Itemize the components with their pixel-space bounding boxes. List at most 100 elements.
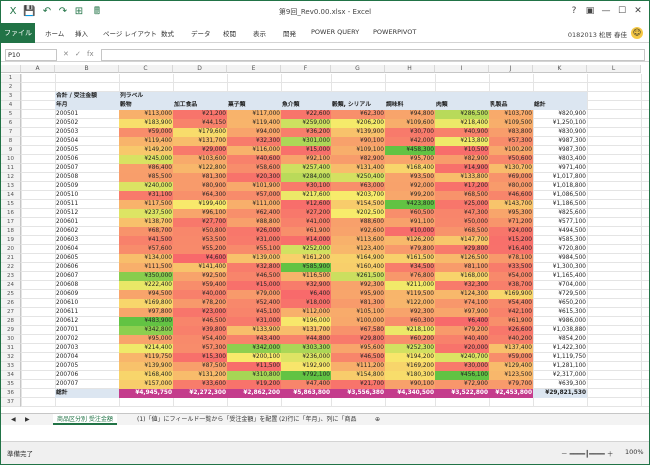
pivot-row-total[interactable]: ¥1,250,100 [552,120,586,126]
cancel-icon[interactable]: ✕ [63,50,69,58]
pivot-value-cell[interactable]: ¥240,700 [435,353,489,362]
pivot-row-label[interactable]: 200504 [56,138,79,144]
pivot-value-cell[interactable]: ¥303,300 [281,344,331,353]
pivot-grand-total[interactable]: ¥2,862,200 [227,389,281,398]
pivot-value-cell[interactable]: ¥81,300 [173,173,227,182]
pivot-value-cell[interactable]: ¥26,600 [489,326,533,335]
pivot-value-cell[interactable]: ¥60,500 [385,209,435,218]
pivot-value-cell[interactable]: ¥250,400 [331,173,385,182]
tab-file[interactable]: ファイル [1,23,35,43]
pivot-value-cell[interactable]: ¥214,400 [119,344,173,353]
pivot-row-label[interactable]: 200606 [56,264,79,270]
select-all-corner[interactable] [1,65,21,73]
pivot-value-cell[interactable]: ¥206,200 [331,119,385,128]
pivot-value-cell[interactable]: ¥62,400 [227,209,281,218]
fx-icon[interactable]: fx [87,50,94,58]
pivot-grand-total[interactable]: ¥5,863,800 [281,389,331,398]
pivot-column-header[interactable]: 穀物 [119,101,173,110]
close-button[interactable]: ✕ [634,6,642,16]
pivot-value-cell[interactable]: ¥95,900 [331,290,385,299]
pivot-value-cell[interactable]: ¥30,100 [281,182,331,191]
pivot-value-cell[interactable]: ¥46,500 [227,272,281,281]
pivot-row-total[interactable]: ¥1,186,500 [552,201,586,207]
pivot-value-cell[interactable]: ¥27,700 [173,218,227,227]
pivot-value-cell[interactable]: ¥119,500 [385,290,435,299]
pivot-value-cell[interactable]: ¥261,500 [331,272,385,281]
pivot-value-cell[interactable]: ¥33,600 [173,380,227,389]
pivot-value-cell[interactable]: ¥350,000 [119,272,173,281]
sheet-tab[interactable]: (2)行に「年月」、列に「商品 [279,416,357,423]
pivot-value-cell[interactable]: ¥63,000 [331,182,385,191]
pivot-row-total[interactable]: ¥1,017,800 [552,174,586,180]
row-header[interactable]: 10 [1,155,21,164]
pivot-column-header[interactable]: 肉類 [435,101,489,110]
pivot-value-cell[interactable]: ¥31,100 [119,191,173,200]
column-header[interactable]: B [55,65,119,73]
row-header[interactable]: 23 [1,272,21,281]
pivot-value-cell[interactable]: ¥52,400 [227,299,281,308]
row-header[interactable]: 8 [1,137,21,146]
column-header[interactable]: F [281,65,331,73]
row-header[interactable]: 1 [1,74,21,83]
pivot-column-header[interactable]: 魚介類 [281,101,331,110]
pivot-value-cell[interactable]: ¥31,000 [227,317,281,326]
pivot-value-cell[interactable]: ¥80,000 [489,182,533,191]
pivot-column-header[interactable]: 調味料 [385,101,435,110]
pivot-value-cell[interactable]: ¥131,700 [173,137,227,146]
sheet-tab-active[interactable]: 商品区分別 受注金額 [53,414,117,425]
tab-review[interactable]: 校閲 [223,30,236,38]
pivot-value-cell[interactable]: ¥79,200 [435,326,489,335]
redo-icon[interactable]: ↷ [58,6,68,17]
pivot-row-total[interactable]: ¥1,281,100 [552,363,586,369]
pivot-value-cell[interactable]: ¥88,800 [227,218,281,227]
pivot-value-cell[interactable]: ¥100,000 [331,317,385,326]
pivot-row-total[interactable]: ¥1,086,500 [552,192,586,198]
pivot-value-cell[interactable]: ¥42,100 [489,308,533,317]
pivot-value-cell[interactable]: ¥50,600 [489,155,533,164]
pivot-value-cell[interactable]: ¥90,100 [331,137,385,146]
row-header[interactable]: 15 [1,200,21,209]
pivot-value-cell[interactable]: ¥15,200 [489,236,533,245]
pivot-value-cell[interactable]: ¥183,900 [119,119,173,128]
pivot-row-total[interactable]: ¥577,100 [558,219,586,225]
row-header[interactable]: 21 [1,254,21,263]
pivot-row-total[interactable]: ¥615,300 [558,309,586,315]
row-header[interactable]: 5 [1,110,21,119]
pivot-row-total[interactable]: ¥1,165,400 [552,273,586,279]
pivot-value-cell[interactable]: ¥245,000 [119,155,173,164]
row-header[interactable]: 14 [1,191,21,200]
pivot-value-cell[interactable]: ¥42,000 [385,137,435,146]
pivot-value-cell[interactable]: ¥57,300 [173,344,227,353]
pivot-value-cell[interactable]: ¥74,100 [435,299,489,308]
pivot-value-cell[interactable]: ¥203,700 [331,191,385,200]
pivot-value-cell[interactable]: ¥139,900 [119,362,173,371]
pivot-value-cell[interactable]: ¥139,900 [331,128,385,137]
pivot-value-cell[interactable]: ¥92,500 [173,272,227,281]
row-header[interactable]: 29 [1,326,21,335]
pivot-value-cell[interactable]: ¥90,100 [385,380,435,389]
pivot-value-cell[interactable]: ¥23,000 [173,308,227,317]
pivot-row-label[interactable]: 200605 [56,255,79,261]
pivot-value-cell[interactable]: ¥40,200 [489,335,533,344]
pivot-column-header[interactable]: 総計 [533,101,587,110]
pivot-value-cell[interactable]: ¥68,700 [119,227,173,236]
pivot-value-cell[interactable]: ¥44,150 [173,119,227,128]
pivot-value-cell[interactable]: ¥192,900 [281,362,331,371]
pivot-row-label[interactable]: 200601 [56,219,79,225]
row-header[interactable]: 26 [1,299,21,308]
pivot-value-cell[interactable]: ¥94,500 [119,290,173,299]
pivot-value-cell[interactable]: ¥32,300 [435,281,489,290]
pivot-grand-total[interactable]: ¥3,556,380 [331,389,385,398]
pivot-value-cell[interactable]: ¥86,400 [119,164,173,173]
pivot-value-cell[interactable]: ¥95,600 [331,344,385,353]
pivot-value-cell[interactable]: ¥109,500 [489,119,533,128]
column-header[interactable]: L [587,65,641,73]
pivot-value-cell[interactable]: ¥91,100 [385,218,435,227]
pivot-value-cell[interactable]: ¥111,200 [331,362,385,371]
pivot-value-cell[interactable]: ¥47,400 [281,380,331,389]
pivot-value-cell[interactable]: ¥116,000 [227,146,281,155]
pivot-row-total[interactable]: ¥639,300 [558,381,586,387]
pivot-value-cell[interactable]: ¥194,200 [385,353,435,362]
pivot-value-cell[interactable]: ¥122,000 [385,299,435,308]
tab-developer[interactable]: 開発 [283,30,296,38]
